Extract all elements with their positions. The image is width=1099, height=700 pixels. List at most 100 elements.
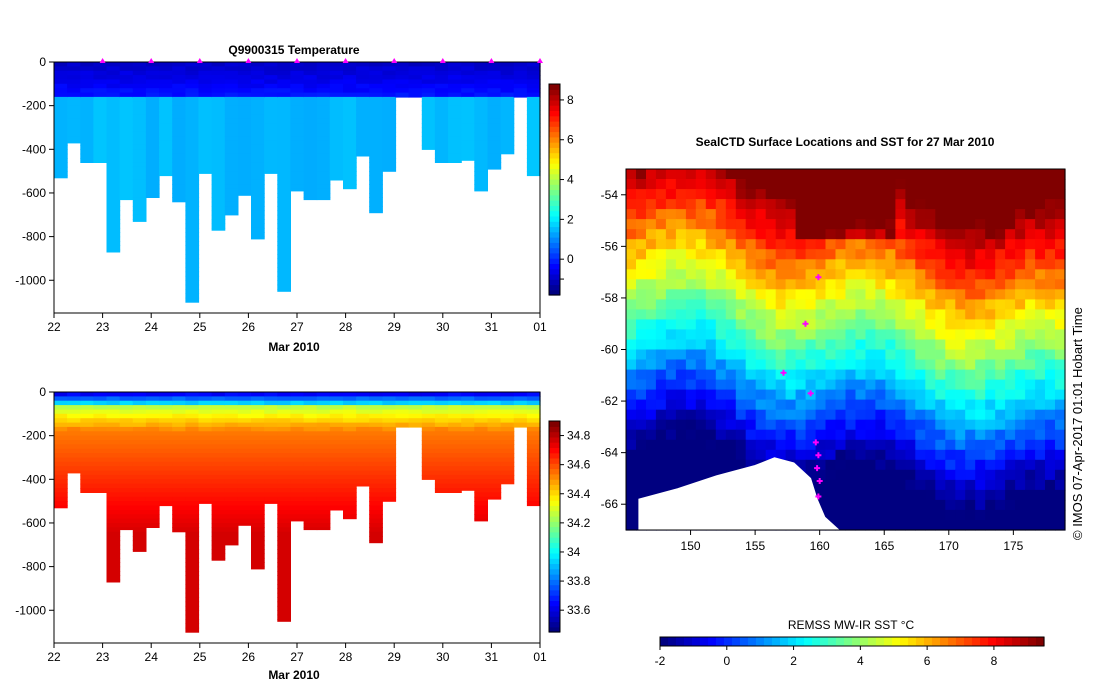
sst-cell — [1035, 489, 1046, 501]
sst-cell — [665, 359, 677, 371]
sst-cell — [785, 329, 797, 340]
section-cell — [185, 153, 200, 159]
sst-colorbar-segment — [1020, 637, 1029, 646]
sst-cell — [1035, 359, 1046, 371]
sst-cell — [1025, 459, 1036, 471]
section-cell — [448, 470, 462, 476]
section-cell — [119, 483, 134, 489]
section-cell — [119, 448, 134, 454]
sst-cell — [675, 309, 687, 320]
section-cell — [474, 166, 488, 172]
sst-cell — [775, 259, 787, 270]
section-cell — [316, 453, 331, 459]
section-cell — [93, 66, 108, 72]
sst-cell — [715, 319, 727, 330]
sst-cell — [1005, 179, 1016, 190]
sst-cell — [655, 369, 667, 381]
section-cell — [487, 131, 502, 137]
section-cell — [461, 140, 475, 146]
sst-cell — [875, 279, 886, 290]
section-cell — [277, 101, 291, 107]
sst-cell — [715, 259, 727, 270]
section-cell — [421, 144, 436, 150]
sst-cell — [755, 289, 767, 300]
sst-cell — [975, 399, 986, 411]
colorbar-segment — [549, 142, 560, 148]
sst-colorbar-segment — [956, 637, 965, 646]
section-cell — [172, 514, 186, 520]
sst-cell — [845, 319, 857, 330]
section-cell — [369, 105, 383, 111]
section-cell — [251, 400, 265, 406]
section-cell — [382, 66, 397, 72]
section-cell — [382, 400, 397, 406]
sst-cell — [945, 520, 956, 531]
section-cell — [106, 549, 121, 555]
section-cell — [159, 466, 173, 472]
section-cell — [132, 444, 147, 450]
section-cell — [185, 453, 200, 459]
section-cell — [329, 483, 344, 489]
section-cell — [251, 158, 265, 163]
sst-cell — [935, 359, 946, 371]
sst-cell — [995, 429, 1006, 441]
section-cell — [461, 413, 475, 419]
section-cell — [461, 114, 475, 120]
x-tick-label: 24 — [145, 650, 159, 664]
colorbar-segment — [549, 152, 560, 159]
sst-cell — [975, 459, 986, 471]
section-cell — [316, 392, 331, 397]
sst-cell — [765, 259, 777, 270]
section-cell — [474, 105, 488, 111]
sst-cell — [1045, 499, 1056, 511]
sst-cell — [835, 509, 847, 521]
section-cell — [132, 466, 147, 472]
section-cell — [316, 193, 331, 198]
sst-cell — [895, 339, 906, 351]
colorbar-segment — [549, 605, 560, 612]
sst-cell — [845, 359, 857, 371]
section-cell — [80, 153, 94, 159]
sst-cell — [705, 179, 717, 190]
sst-cell — [935, 299, 946, 310]
section-cell — [80, 123, 94, 129]
section-cell — [474, 457, 488, 463]
sst-cell — [965, 259, 976, 270]
section-cell — [119, 466, 134, 472]
section-cell — [251, 75, 265, 81]
section-cell — [119, 426, 134, 432]
section-cell — [119, 431, 134, 437]
section-cell — [132, 131, 147, 137]
sst-cell — [1005, 329, 1016, 340]
sst-cell — [775, 369, 787, 381]
sst-cell — [965, 279, 976, 290]
section-cell — [487, 440, 502, 445]
section-cell — [303, 101, 318, 107]
antarctica-land — [638, 457, 841, 531]
section-cell — [277, 66, 291, 72]
sst-cell — [765, 189, 777, 200]
section-cell — [329, 171, 344, 177]
section-cell — [382, 136, 397, 142]
sst-cell — [765, 279, 777, 290]
colorbar-segment — [549, 563, 560, 570]
sst-cell — [665, 279, 677, 290]
section-cell — [369, 175, 383, 181]
profile-marker — [537, 58, 543, 63]
colorbar-segment — [549, 279, 560, 286]
section-cell — [237, 118, 252, 124]
sst-cell — [1025, 349, 1036, 361]
section-cell — [211, 175, 226, 181]
sst-cell — [925, 279, 936, 290]
section-cell — [369, 457, 383, 463]
section-cell — [277, 166, 291, 172]
section-cell — [132, 123, 147, 129]
sst-cell — [815, 269, 827, 280]
section-cell — [382, 483, 397, 489]
section-cell — [277, 219, 291, 225]
sst-cell — [865, 169, 877, 180]
sst-cell — [805, 349, 817, 361]
sst-cell — [646, 209, 657, 220]
section-cell — [448, 83, 462, 89]
section-cell — [434, 153, 449, 159]
